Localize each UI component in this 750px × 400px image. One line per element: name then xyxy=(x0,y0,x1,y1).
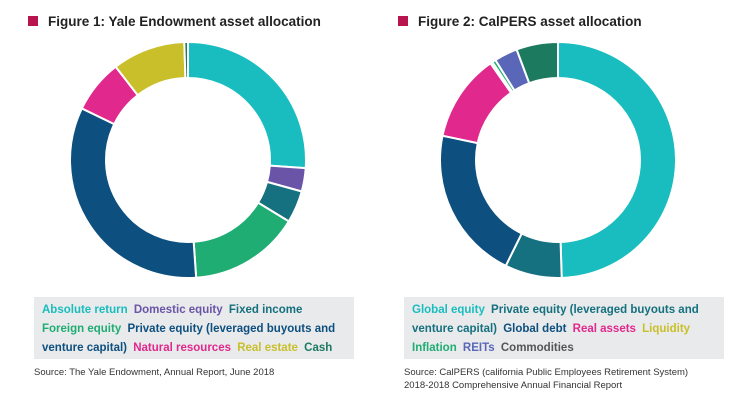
yale-title-row: Figure 1: Yale Endowment asset allocatio… xyxy=(28,11,321,31)
yale-legend-private-equity: Private equity (leveraged buyouts and ve… xyxy=(42,323,336,354)
yale-slice-absolute-return xyxy=(187,40,307,170)
yale-legend-domestic-equity: Domestic equity xyxy=(133,304,223,316)
yale-legend-absolute-return: Absolute return xyxy=(42,304,128,316)
calpers-legend-reits: REITs xyxy=(462,342,495,354)
yale-legend-fixed-income: Fixed income xyxy=(228,304,303,316)
calpers-donut-chart xyxy=(439,40,677,279)
calpers-legend: Global equity Private equity (leveraged … xyxy=(404,297,724,359)
yale-legend-natural-resources: Natural resources xyxy=(133,342,231,354)
calpers-slice-global-debt xyxy=(439,134,524,268)
calpers-slice-commodities xyxy=(515,40,559,85)
yale-chart-title: Figure 1: Yale Endowment asset allocatio… xyxy=(48,13,321,29)
yale-slice-cash xyxy=(183,40,189,80)
calpers-source-line-2: 2018-2018 Comprehensive Annual Financial… xyxy=(404,380,623,391)
calpers-legend-global-equity: Global equity xyxy=(412,304,485,316)
calpers-title-row: Figure 2: CalPERS asset allocation xyxy=(398,11,642,31)
yale-legend: Absolute return Domestic equity Fixed in… xyxy=(34,297,354,359)
yale-donut-chart xyxy=(69,40,307,279)
calpers-source-line-1: Source: CalPERS (california Public Emplo… xyxy=(404,367,689,378)
calpers-chart-panel: Figure 2: CalPERS asset allocation Globa… xyxy=(398,0,738,400)
yale-slice-private-equity xyxy=(69,107,198,279)
calpers-legend-global-debt: Global debt xyxy=(503,323,567,335)
calpers-legend-real-assets: Real assets xyxy=(572,323,636,335)
yale-legend-real-estate: Real estate xyxy=(237,342,298,354)
yale-slice-foreign-equity xyxy=(192,201,291,279)
title-marker-icon xyxy=(28,16,38,26)
calpers-legend-private-equity: Private equity (leveraged buyouts and ve… xyxy=(412,304,699,335)
calpers-legend-inflation: Inflation xyxy=(412,342,457,354)
yale-legend-cash: Cash xyxy=(304,342,333,354)
title-marker-icon xyxy=(398,16,408,26)
yale-source-note: Source: The Yale Endowment, Annual Repor… xyxy=(34,367,275,378)
yale-chart-panel: Figure 1: Yale Endowment asset allocatio… xyxy=(28,0,368,400)
calpers-legend-liquidity: Liquidity xyxy=(642,323,691,335)
yale-legend-foreign-equity: Foreign equity xyxy=(42,323,122,335)
calpers-legend-commodities: Commodities xyxy=(500,342,574,354)
calpers-slice-global-equity xyxy=(557,40,677,279)
calpers-source-note: Source: CalPERS (california Public Emplo… xyxy=(404,366,734,392)
calpers-chart-title: Figure 2: CalPERS asset allocation xyxy=(418,13,642,29)
